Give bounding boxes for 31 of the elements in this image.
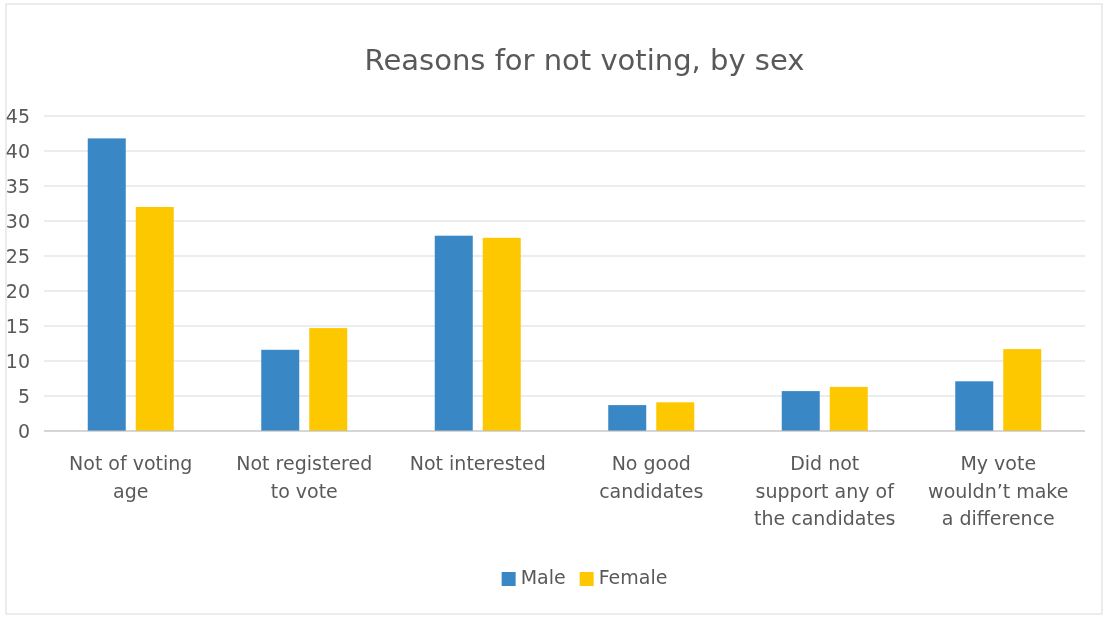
y-tick-label: 20 bbox=[5, 279, 30, 302]
y-tick-label: 25 bbox=[5, 244, 30, 267]
x-tick-label: Not registered to vote bbox=[236, 452, 373, 502]
x-tick-label: No good candidates bbox=[599, 452, 704, 502]
y-tick-label: 35 bbox=[5, 174, 30, 197]
x-tick-label: My vote wouldn’t make a difference bbox=[928, 452, 1069, 530]
bar bbox=[87, 138, 126, 431]
x-tick-label: Not interested bbox=[409, 452, 546, 474]
y-tick-label: 0 bbox=[17, 419, 30, 442]
bar bbox=[482, 237, 521, 431]
bar bbox=[829, 386, 868, 431]
bar bbox=[656, 402, 695, 431]
bar bbox=[608, 405, 647, 431]
bar bbox=[434, 235, 473, 431]
x-tick-label: Not of voting age bbox=[69, 452, 193, 502]
bar bbox=[309, 328, 348, 431]
legend-label: Female bbox=[598, 566, 668, 588]
y-tick-label: 5 bbox=[17, 384, 30, 407]
y-tick-label: 15 bbox=[5, 314, 30, 337]
bar bbox=[781, 391, 820, 431]
bar bbox=[955, 381, 994, 431]
bar bbox=[261, 349, 300, 431]
y-tick-label: 30 bbox=[5, 209, 30, 232]
x-tick-label: Did not support any of the candidates bbox=[754, 452, 896, 530]
legend-label: Male bbox=[520, 566, 566, 588]
y-tick-label: 40 bbox=[5, 139, 30, 162]
chart-title: Reasons for not voting, by sex bbox=[364, 43, 805, 77]
bar bbox=[1003, 349, 1042, 431]
bar bbox=[135, 207, 174, 431]
y-tick-label: 10 bbox=[5, 349, 30, 372]
y-tick-label: 45 bbox=[5, 104, 30, 127]
